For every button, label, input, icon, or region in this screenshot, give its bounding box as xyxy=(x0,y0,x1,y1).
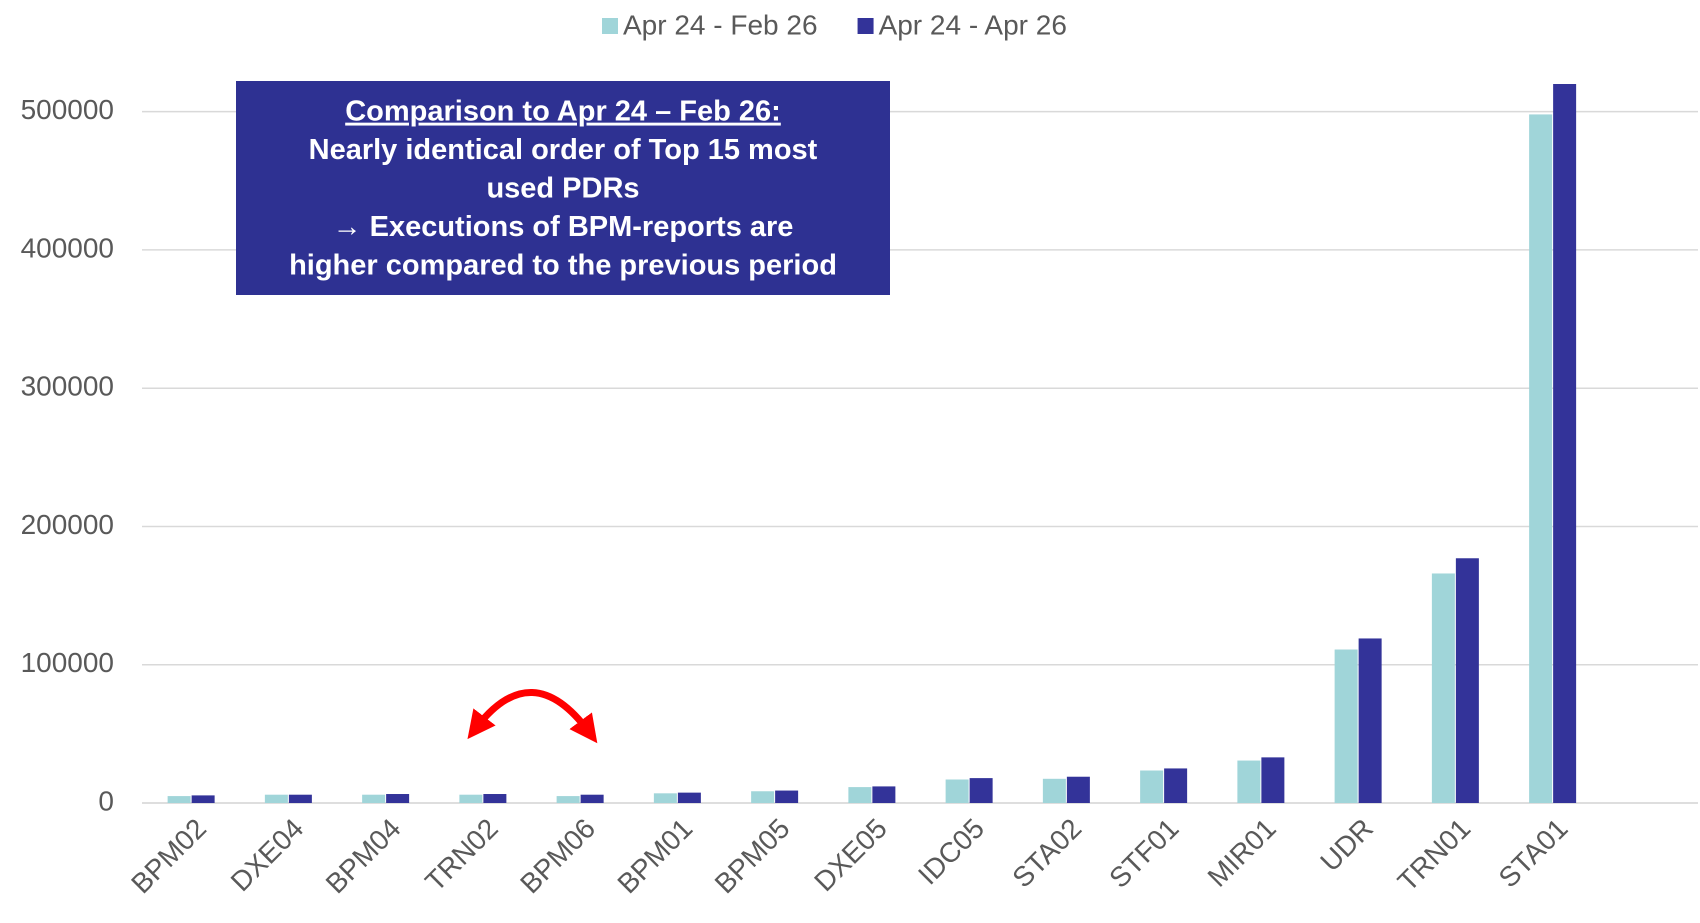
legend-label: Apr 24 - Apr 26 xyxy=(879,9,1067,40)
bar xyxy=(1529,114,1553,803)
bar xyxy=(1358,638,1382,803)
bar xyxy=(945,779,969,803)
annotation-line: Nearly identical order of Top 15 most xyxy=(309,134,818,166)
bar xyxy=(1066,776,1090,803)
bar xyxy=(1042,778,1066,803)
legend-swatch xyxy=(857,18,874,34)
bar xyxy=(1455,558,1479,803)
x-tick-label: STF01 xyxy=(1103,813,1184,894)
bar xyxy=(1261,757,1285,803)
x-tick-label: TRN01 xyxy=(1392,813,1477,898)
bar xyxy=(751,791,775,803)
y-tick-label: 100000 xyxy=(21,647,114,678)
annotation-line: used PDRs xyxy=(486,173,639,205)
bar xyxy=(191,795,215,803)
x-tick-label: STA02 xyxy=(1006,813,1087,894)
bar xyxy=(556,796,580,803)
annotation: Comparison to Apr 24 – Feb 26: Nearly ide… xyxy=(236,81,890,295)
x-tick-label: UDR xyxy=(1314,813,1379,878)
bar xyxy=(288,794,312,803)
y-tick-label: 300000 xyxy=(21,371,114,402)
legend-swatch xyxy=(602,18,618,34)
annotation-line: Comparison to Apr 24 – Feb 26: xyxy=(345,96,781,128)
y-tick-label: 400000 xyxy=(21,232,114,263)
bar xyxy=(872,786,896,803)
x-tick-label: BPM05 xyxy=(709,813,796,900)
legend-label: Apr 24 - Feb 26 xyxy=(623,9,818,40)
x-tick-label: BPM02 xyxy=(125,813,212,900)
bar xyxy=(362,794,386,803)
x-tick-label: IDC05 xyxy=(912,813,990,891)
swap-arrow xyxy=(467,689,598,744)
bar xyxy=(775,790,799,803)
x-tick-label: BPM06 xyxy=(514,813,601,900)
bar xyxy=(264,794,288,803)
annotation-line: higher compared to the previous period xyxy=(289,250,837,282)
bar xyxy=(677,792,701,803)
bar xyxy=(653,793,677,803)
bar xyxy=(580,794,604,803)
bar xyxy=(848,787,872,803)
bar xyxy=(483,794,507,803)
bars xyxy=(167,84,1577,803)
y-tick-label: 0 xyxy=(98,785,114,816)
x-tick-label: DXE04 xyxy=(225,813,310,898)
bar xyxy=(386,794,410,803)
x-tick-label: BPM01 xyxy=(611,813,698,900)
y-tick-label: 500000 xyxy=(21,94,114,125)
annotation-line: → Executions of BPM-reports are xyxy=(333,211,794,243)
bar xyxy=(167,796,191,803)
bar xyxy=(1237,760,1261,803)
bar xyxy=(459,794,483,803)
bar xyxy=(1164,768,1188,803)
bar xyxy=(1431,573,1455,803)
bar xyxy=(1334,649,1358,803)
bar xyxy=(1553,84,1577,803)
x-tick-label: MIR01 xyxy=(1202,813,1282,893)
x-tick-label: STA01 xyxy=(1493,813,1574,894)
y-tick-label: 200000 xyxy=(21,509,114,540)
x-tick-label: TRN02 xyxy=(419,813,504,898)
x-tick-label: BPM04 xyxy=(320,813,407,900)
x-tick-label: DXE05 xyxy=(808,813,893,898)
annotation-box xyxy=(236,81,890,295)
bar xyxy=(969,778,993,803)
bar xyxy=(1140,770,1164,803)
